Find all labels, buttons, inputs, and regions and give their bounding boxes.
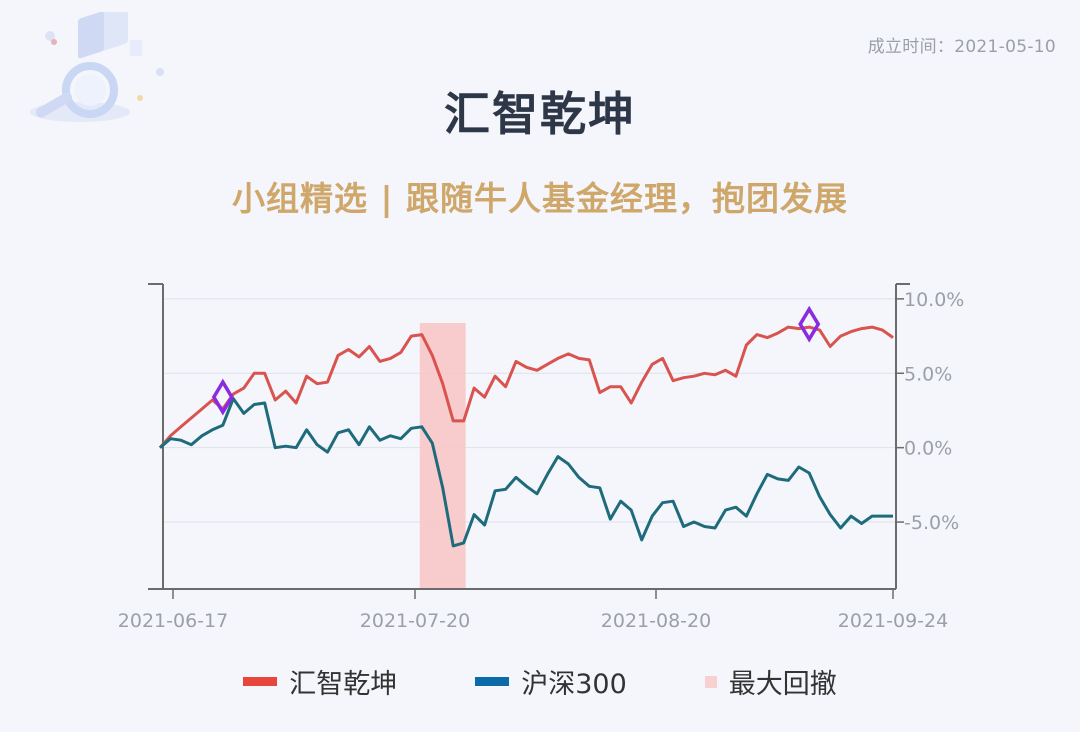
legend-swatch-index: [475, 677, 510, 686]
diamond-marker: [211, 378, 234, 416]
max-drawdown-band: [419, 323, 466, 589]
diamond-marker: [798, 305, 821, 343]
fund-series-line: [158, 325, 894, 449]
x-tick-label: 2021-09-24: [838, 610, 948, 632]
x-tick-label: 2021-06-17: [118, 610, 228, 632]
y-tick-label: 5.0%: [904, 363, 952, 385]
legend-item-drawdown: 最大回撤: [704, 662, 837, 701]
legend-label-index: 沪深300: [521, 669, 627, 700]
legend-label-fund: 汇智乾坤: [289, 669, 398, 700]
x-tick-label: 2021-07-20: [360, 610, 470, 632]
legend-item-fund: 汇智乾坤: [243, 662, 397, 701]
legend-swatch-fund: [243, 677, 278, 686]
y-tick-label: -5.0%: [904, 512, 959, 534]
legend-swatch-drawdown: [704, 675, 717, 688]
y-tick-label: 0.0%: [904, 438, 952, 460]
search-magnifier-illustration-icon: [30, 12, 164, 122]
index-series-line: [159, 397, 893, 548]
legend-item-index: 沪深300: [475, 662, 627, 701]
founded-date-label: 成立时间：2021-05-10: [867, 37, 1056, 57]
x-tick-label: 2021-08-20: [601, 610, 711, 632]
chart-legend: 汇智乾坤 沪深300 最大回撤: [0, 662, 1080, 701]
legend-label-drawdown: 最大回撤: [728, 669, 837, 700]
page-title: 汇智乾坤: [444, 87, 636, 141]
y-tick-label: 10.0%: [904, 289, 964, 311]
page-subtitle: 小组精选 | 跟随牛人基金经理，抱团发展: [231, 179, 849, 218]
